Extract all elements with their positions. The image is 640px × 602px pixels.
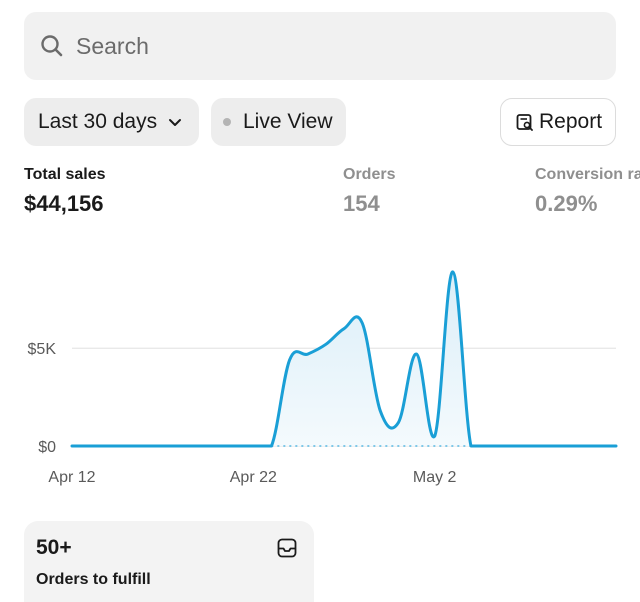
search-placeholder: Search: [76, 32, 149, 59]
metric-orders[interactable]: Orders 154: [343, 165, 395, 219]
metric-label: Conversion rate: [535, 166, 640, 183]
report-button[interactable]: Report: [500, 98, 616, 146]
orders-label: Orders to fulfill: [36, 571, 151, 588]
metric-total-sales[interactable]: Total sales $44,156: [24, 165, 106, 219]
metric-conversion-rate[interactable]: Conversion rate 0.29%: [535, 165, 640, 219]
report-icon: [516, 114, 533, 131]
search-icon: [41, 35, 63, 57]
sales-chart: $5K $0 Apr 12 Apr 22 May 2: [28, 270, 618, 486]
live-view-label: Live View: [243, 110, 333, 133]
x-tick-label: Apr 12: [48, 469, 95, 486]
sales-line: [70, 270, 618, 448]
metric-label: Orders: [343, 166, 396, 183]
live-status-dot: [223, 118, 231, 126]
inbox-icon: [277, 538, 297, 558]
metric-value: $44,156: [24, 191, 104, 216]
orders-to-fulfill-card[interactable]: 50+ Orders to fulfill: [24, 521, 314, 602]
orders-count: 50+: [36, 536, 72, 559]
metric-label: Total sales: [24, 166, 106, 183]
metric-value: 154: [343, 191, 380, 216]
report-label: Report: [539, 110, 603, 133]
sales-area: [72, 271, 616, 446]
chevron-down-icon: [169, 119, 182, 126]
date-range-selector[interactable]: Last 30 days: [24, 98, 199, 146]
y-tick-label: $0: [38, 439, 56, 456]
x-tick-label: May 2: [413, 469, 457, 486]
live-view-button[interactable]: Live View: [211, 98, 346, 146]
y-tick-label: $5K: [28, 341, 57, 358]
search-bar[interactable]: Search: [24, 12, 616, 80]
metric-value: 0.29%: [535, 191, 598, 216]
date-range-label: Last 30 days: [38, 110, 158, 133]
x-tick-label: Apr 22: [230, 469, 277, 486]
